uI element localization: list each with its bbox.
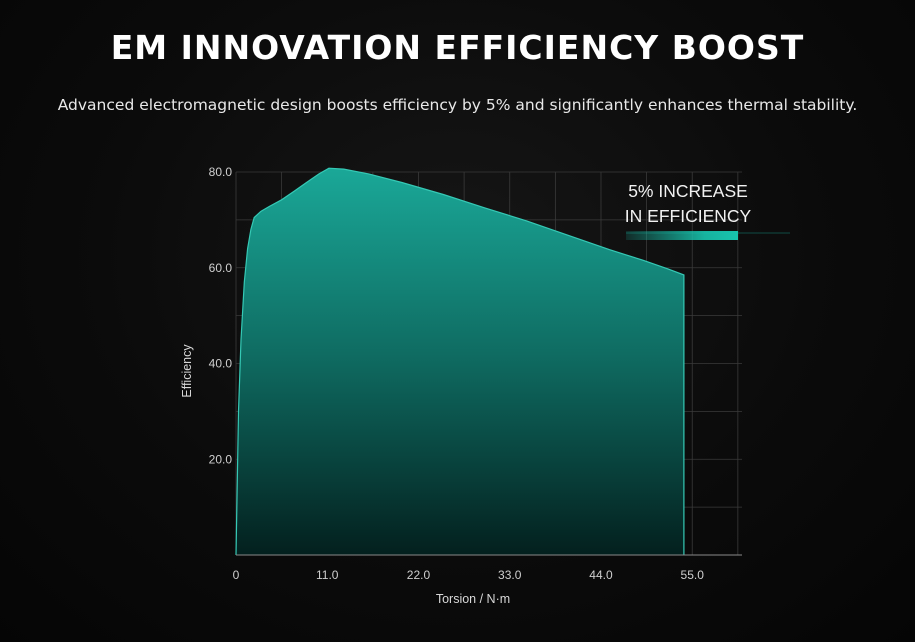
y-axis-label: Efficiency <box>180 344 194 398</box>
y-tick-label: 20.0 <box>209 452 233 466</box>
annotation-accent-bar <box>626 231 738 240</box>
x-axis-label: Torsion / N·m <box>436 592 510 606</box>
efficiency-line <box>235 167 685 556</box>
y-tick-label: 60.0 <box>209 261 233 275</box>
y-tick-label: 80.0 <box>209 165 233 179</box>
page-subtitle: Advanced electromagnetic design boosts e… <box>57 96 858 114</box>
efficiency-area <box>236 168 684 555</box>
x-tick-label: 0 <box>233 568 240 582</box>
x-tick-label: 22.0 <box>407 568 431 582</box>
x-tick-label: 55.0 <box>681 568 705 582</box>
annotation-text: IN EFFICIENCY <box>625 206 752 226</box>
x-tick-label: 44.0 <box>589 568 613 582</box>
page-title: EM INNOVATION EFFICIENCY BOOST <box>110 28 805 67</box>
annotation-text: 5% INCREASE <box>628 181 748 201</box>
x-tick-label: 11.0 <box>316 568 339 582</box>
annotation: 5% INCREASE IN EFFICIENCY <box>625 181 790 240</box>
x-tick-label: 33.0 <box>498 568 522 582</box>
axes: 0 11.0 22.0 33.0 44.0 55.0 20.0 40.0 60.0 80.0 Tor… <box>180 165 742 606</box>
y-tick-label: 40.0 <box>209 357 233 371</box>
